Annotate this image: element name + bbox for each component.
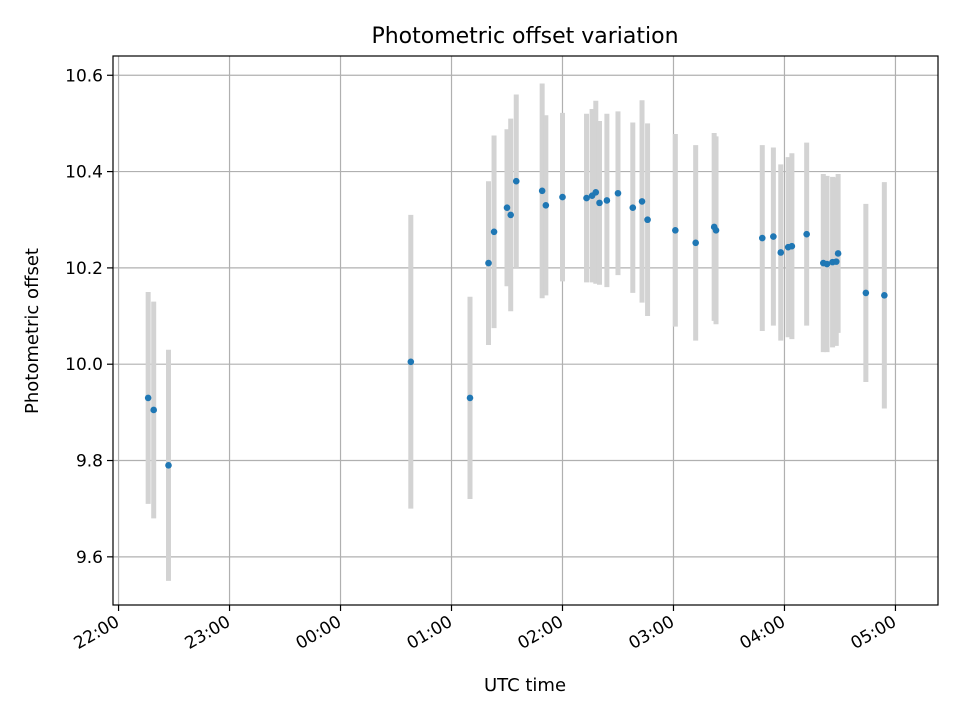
- y-tick-label: 9.6: [76, 548, 103, 568]
- data-point: [507, 211, 515, 219]
- data-point: [638, 198, 646, 205]
- data-point: [150, 406, 157, 414]
- data-point: [788, 242, 796, 250]
- data-point: [770, 233, 777, 240]
- data-point: [644, 216, 651, 224]
- data-point: [542, 201, 550, 209]
- data-point: [823, 260, 831, 268]
- y-axis-ticks: 9.6 9.8 10.0 10.2 10.4 10.6: [65, 66, 113, 568]
- data-point: [803, 230, 810, 238]
- data-point: [144, 394, 152, 402]
- data-point: [165, 462, 172, 469]
- data-point: [559, 193, 566, 201]
- data-point: [832, 258, 840, 265]
- data-point: [512, 177, 520, 185]
- data-point: [485, 259, 492, 267]
- data-point: [692, 239, 699, 247]
- data-point: [466, 394, 474, 402]
- y-tick-label: 10.4: [65, 163, 103, 183]
- chart-title: Photometric offset variation: [371, 24, 678, 49]
- data-point: [490, 228, 498, 236]
- data-point: [583, 194, 590, 202]
- data-point: [592, 188, 600, 196]
- data-point: [538, 187, 546, 195]
- data-point: [712, 227, 720, 234]
- x-axis-label: UTC time: [484, 675, 566, 696]
- y-tick-label: 10.0: [65, 355, 103, 375]
- data-point: [596, 199, 603, 207]
- data-point: [614, 189, 622, 197]
- y-tick-label: 10.2: [65, 259, 103, 279]
- data-point: [407, 358, 415, 366]
- data-point: [881, 292, 888, 299]
- y-axis-label: Photometric offset: [22, 248, 43, 414]
- data-point: [672, 227, 679, 234]
- data-point: [834, 250, 842, 257]
- data-point: [862, 289, 870, 297]
- y-tick-label: 10.6: [65, 66, 103, 86]
- data-point: [758, 234, 766, 242]
- data-point: [503, 204, 511, 211]
- data-point: [629, 204, 637, 211]
- data-point: [777, 249, 785, 256]
- y-tick-label: 9.8: [76, 452, 103, 472]
- plot-frame: [112, 55, 939, 606]
- data-points: [144, 177, 888, 469]
- data-point: [603, 197, 611, 204]
